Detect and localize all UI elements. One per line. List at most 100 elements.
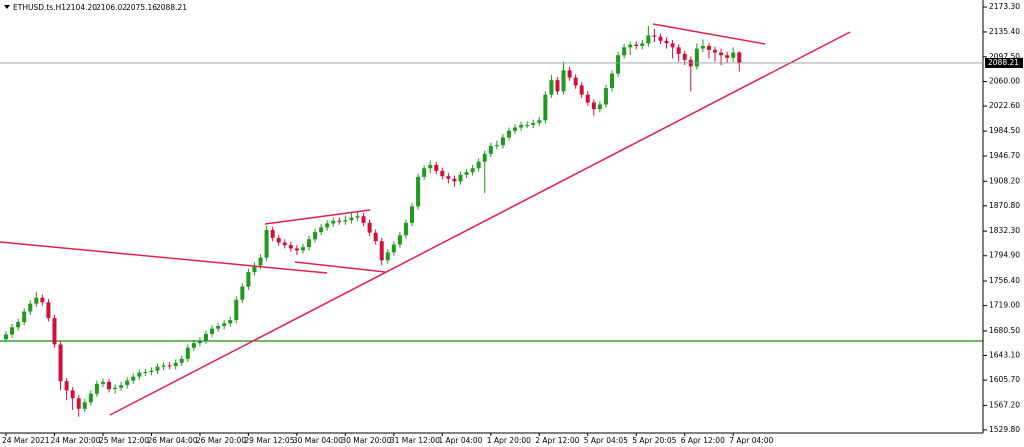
candle-body bbox=[355, 216, 360, 218]
y-tick-label: 1756.40 bbox=[989, 276, 1020, 285]
candle-body bbox=[464, 172, 469, 175]
menu-arrow[interactable] bbox=[4, 5, 10, 9]
candle-body bbox=[579, 85, 584, 95]
trendline bbox=[294, 261, 386, 273]
candle-body bbox=[452, 178, 457, 182]
candle-body bbox=[22, 311, 27, 323]
candle-body bbox=[506, 130, 511, 138]
candle-body bbox=[185, 347, 190, 359]
candle-body bbox=[137, 372, 142, 377]
candle-body bbox=[470, 168, 475, 173]
candle-body bbox=[337, 220, 342, 222]
candle-body bbox=[622, 47, 627, 56]
x-tick-label: 2 Apr 12:00 bbox=[535, 436, 579, 445]
y-tick-label: 2022.60 bbox=[989, 101, 1020, 110]
y-tick-label: 1794.90 bbox=[989, 251, 1020, 260]
candle-body bbox=[676, 47, 681, 54]
x-tick-label: 24 Mar 20:00 bbox=[50, 436, 100, 445]
candle-body bbox=[706, 46, 711, 50]
candle-body bbox=[700, 46, 705, 49]
candle-body bbox=[119, 385, 124, 388]
candle-body bbox=[585, 94, 590, 103]
candle-body bbox=[664, 40, 669, 44]
candle-body bbox=[440, 170, 445, 177]
candle-body bbox=[155, 366, 160, 371]
candle-body bbox=[531, 122, 536, 125]
candle-body bbox=[343, 220, 348, 222]
candle-body bbox=[294, 248, 299, 251]
candle-body bbox=[40, 297, 45, 303]
x-tick-label: 30 Mar 04:00 bbox=[293, 436, 343, 445]
x-tick-label: 25 Mar 12:00 bbox=[99, 436, 149, 445]
candle-body bbox=[34, 297, 39, 304]
candle-body bbox=[367, 222, 372, 233]
candle-body bbox=[573, 77, 578, 86]
candle-body bbox=[331, 220, 336, 224]
candle-body bbox=[58, 344, 63, 382]
candle-body bbox=[203, 333, 208, 341]
candle-body bbox=[482, 153, 487, 162]
candle-body bbox=[161, 365, 166, 367]
candle-body bbox=[567, 70, 572, 78]
candle-body bbox=[610, 73, 614, 89]
candle-body bbox=[410, 206, 415, 223]
candle-body bbox=[603, 88, 608, 105]
candle-body bbox=[713, 49, 718, 53]
candle-body bbox=[494, 145, 499, 147]
candle-body bbox=[76, 398, 81, 409]
y-tick-label: 2135.40 bbox=[989, 27, 1020, 36]
candle-body bbox=[300, 247, 305, 251]
candle-body bbox=[549, 80, 554, 95]
x-tick-label: 30 Mar 20:00 bbox=[341, 436, 391, 445]
y-tick-label: 1719.00 bbox=[989, 301, 1020, 310]
candle-body bbox=[500, 137, 505, 146]
candle-body bbox=[270, 230, 275, 238]
y-tick-label: 1643.10 bbox=[989, 351, 1020, 360]
y-tick-label: 1605.70 bbox=[989, 375, 1020, 384]
trendlines bbox=[0, 23, 851, 416]
candle-body bbox=[228, 320, 233, 324]
candle-body bbox=[52, 318, 57, 345]
candle-body bbox=[731, 52, 736, 58]
trendline bbox=[652, 23, 766, 45]
y-tick-label: 2173.30 bbox=[989, 2, 1020, 11]
y-tick-label: 1870.80 bbox=[989, 201, 1020, 210]
candle-body bbox=[543, 94, 548, 121]
candle-body bbox=[10, 327, 15, 335]
x-tick-label: 29 Mar 12:05 bbox=[244, 436, 294, 445]
candle-body bbox=[640, 43, 645, 47]
candle-body bbox=[422, 168, 427, 177]
y-tick-label: 1984.50 bbox=[989, 126, 1020, 135]
x-tick-label: 26 Mar 20:00 bbox=[196, 436, 246, 445]
x-tick-label: 24 Mar 2021 bbox=[2, 436, 50, 445]
candle-body bbox=[446, 176, 451, 179]
candle-body bbox=[222, 323, 227, 326]
candle-body bbox=[264, 230, 269, 258]
candle-body bbox=[82, 402, 87, 409]
candle-body bbox=[373, 232, 378, 242]
last-price-label: 2088.21 bbox=[988, 58, 1019, 67]
last-price-box bbox=[985, 57, 1023, 68]
candle-body bbox=[737, 52, 742, 63]
candle-body bbox=[131, 376, 136, 381]
y-tick-label: 1567.20 bbox=[989, 400, 1020, 409]
candle-body bbox=[670, 43, 675, 48]
candle-body bbox=[513, 127, 518, 131]
candle-body bbox=[282, 242, 287, 246]
y-tick-label: 2060.00 bbox=[989, 76, 1020, 85]
candle-body bbox=[94, 383, 99, 394]
candle-body bbox=[258, 257, 263, 266]
candle-body bbox=[634, 44, 639, 47]
x-tick-label: 5 Apr 04:05 bbox=[584, 436, 628, 445]
candle-body bbox=[391, 244, 396, 253]
candle-body bbox=[652, 35, 657, 37]
y-tick-label: 1908.20 bbox=[989, 176, 1020, 185]
candle-body bbox=[46, 302, 51, 319]
candle-body bbox=[658, 36, 663, 41]
candle-body bbox=[416, 176, 421, 207]
header-close: 2088.21 bbox=[156, 3, 187, 12]
trendline bbox=[0, 241, 328, 274]
candle-body bbox=[725, 55, 730, 58]
y-tick-label: 1832.30 bbox=[989, 226, 1020, 235]
